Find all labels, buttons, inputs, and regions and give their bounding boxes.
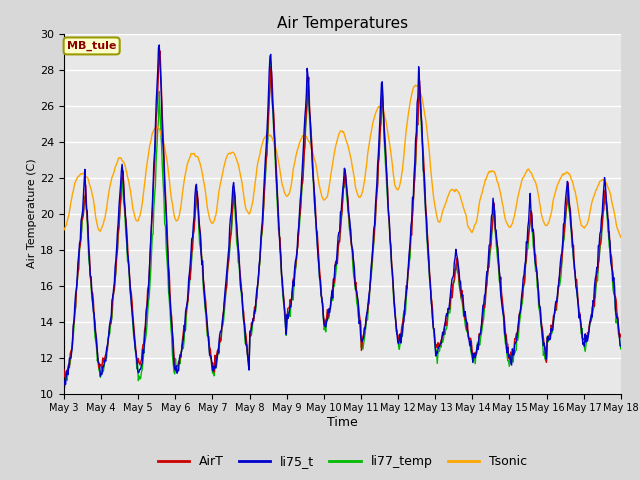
li77_temp [127,298,135,304]
AirT [71,309,79,315]
li75_t [617,343,625,349]
li75_t [70,318,78,324]
li77_temp [184,299,192,304]
li75_t [428,298,435,304]
Tsonic [617,234,625,240]
AirT [61,374,68,380]
X-axis label: Time: Time [327,416,358,429]
Line: li75_t: li75_t [64,45,621,384]
Line: Tsonic: Tsonic [64,85,621,237]
li77_temp [428,288,435,294]
Legend: AirT, li75_t, li77_temp, Tsonic: AirT, li75_t, li77_temp, Tsonic [153,450,532,473]
Line: AirT: AirT [64,51,621,377]
AirT [60,367,68,372]
AirT [412,159,419,165]
AirT [186,273,193,279]
li77_temp [411,172,419,178]
AirT [428,299,436,304]
Text: MB_tule: MB_tule [67,41,116,51]
AirT [215,349,223,355]
li77_temp [60,388,68,394]
li75_t [411,160,419,166]
li75_t [127,302,135,308]
Tsonic [60,227,68,233]
Tsonic [428,170,435,176]
Line: li77_temp: li77_temp [64,62,621,391]
AirT [128,300,136,306]
li75_t [185,276,193,282]
AirT [617,331,625,337]
Tsonic [214,202,221,208]
li75_t [214,349,222,355]
li75_t [156,42,163,48]
li77_temp [214,356,221,362]
Tsonic [412,82,419,88]
AirT [156,48,164,54]
li77_temp [617,346,625,352]
Y-axis label: Air Temperature (C): Air Temperature (C) [28,159,37,268]
li75_t [60,382,68,387]
li77_temp [267,60,275,65]
Tsonic [127,194,135,200]
Tsonic [184,159,192,165]
Tsonic [70,184,78,190]
Title: Air Temperatures: Air Temperatures [277,16,408,31]
Tsonic [410,84,418,89]
li77_temp [70,323,78,329]
